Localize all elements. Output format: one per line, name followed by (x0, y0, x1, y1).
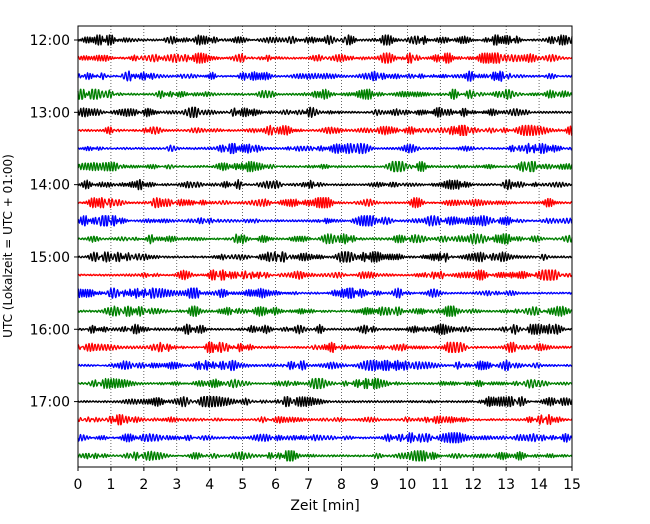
seismic-trace (77, 414, 573, 426)
y-tick-label: 17:00 (30, 395, 70, 411)
trace-layer (77, 34, 573, 462)
seismic-trace (77, 450, 573, 462)
seismic-trace (77, 197, 573, 209)
seismic-trace (77, 432, 573, 444)
seismic-trace (77, 287, 573, 299)
x-tick-label: 13 (497, 477, 515, 493)
x-tick-label: 4 (205, 477, 214, 493)
plot-frame (77, 25, 573, 468)
y-axis-label: UTC (Lokalzeit = UTC + 01:00) (1, 154, 15, 338)
x-tick-label: 8 (337, 477, 346, 493)
seismic-trace (77, 178, 573, 191)
seismic-trace (77, 52, 573, 64)
seismic-trace (77, 142, 573, 155)
seismic-trace (77, 305, 573, 317)
x-tick-label: 7 (304, 477, 313, 493)
seismic-trace (77, 233, 573, 245)
seismic-trace (77, 70, 573, 82)
y-tick-label: 16:00 (30, 322, 70, 338)
y-tick-label: 14:00 (30, 178, 70, 194)
x-tick-label: 3 (172, 477, 181, 493)
seismic-trace (77, 323, 573, 335)
x-tick-label: 14 (530, 477, 548, 493)
y-tick-label: 12:00 (30, 33, 70, 49)
x-tick-label: 15 (563, 477, 581, 493)
seismic-trace (77, 215, 573, 227)
seismic-trace (77, 359, 573, 372)
x-tick-label: 2 (139, 477, 148, 493)
x-tick-label: 9 (370, 477, 379, 493)
seismic-trace (77, 341, 573, 354)
seismic-trace (77, 160, 573, 173)
y-tick-label: 15:00 (30, 250, 70, 266)
seismic-trace (77, 377, 573, 390)
x-axis-label: Zeit [min] (290, 498, 359, 514)
x-tick-label: 6 (271, 477, 280, 493)
x-tick-label: 12 (464, 477, 482, 493)
seismic-trace (77, 34, 573, 46)
seismic-trace (77, 106, 573, 118)
seismic-trace (77, 395, 573, 408)
seismic-trace (77, 124, 573, 137)
x-tick-label: 0 (74, 477, 83, 493)
seismic-trace (77, 269, 573, 281)
x-tick-label: 5 (238, 477, 247, 493)
x-tick-label: 11 (431, 477, 449, 493)
x-tick-label: 1 (106, 477, 115, 493)
y-tick-label: 13:00 (30, 105, 70, 121)
seismic-trace (77, 251, 573, 263)
seismic-trace (77, 88, 573, 100)
x-axis-ticks: 0 1 2 3 4 5 6 7 8 9 10 11 12 13 14 15 (74, 467, 581, 493)
y-axis-ticks: 12:00 13:00 14:00 15:00 16:00 17:00 (30, 33, 78, 411)
x-tick-label: 10 (398, 477, 416, 493)
